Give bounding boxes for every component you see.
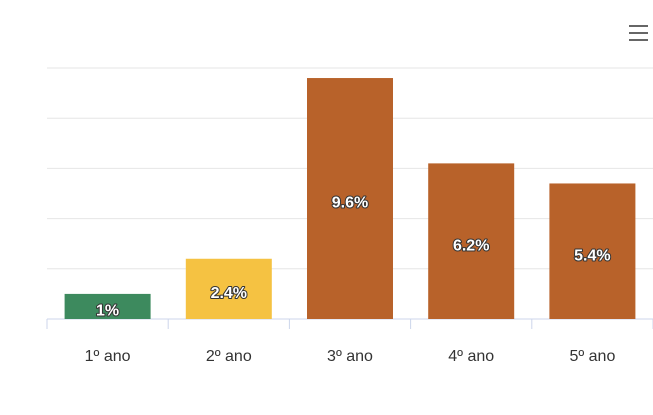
x-tick-label: 5º ano	[569, 348, 615, 365]
menu-button[interactable]	[629, 25, 648, 41]
data-label: 2.4%	[211, 285, 247, 302]
data-label: 9.6%	[332, 195, 368, 212]
bar	[307, 78, 393, 319]
bar	[64, 293, 151, 319]
x-tick-label: 2º ano	[206, 348, 252, 365]
bar	[549, 183, 636, 319]
data-label: 5.4%	[574, 247, 610, 264]
bar	[185, 258, 272, 319]
x-tick-label: 4º ano	[448, 348, 494, 365]
data-label: 1%	[96, 303, 119, 320]
bar	[428, 163, 515, 319]
x-tick-label: 1º ano	[85, 348, 131, 365]
x-tick-label: 3º ano	[327, 348, 373, 365]
data-label: 6.2%	[453, 237, 489, 254]
